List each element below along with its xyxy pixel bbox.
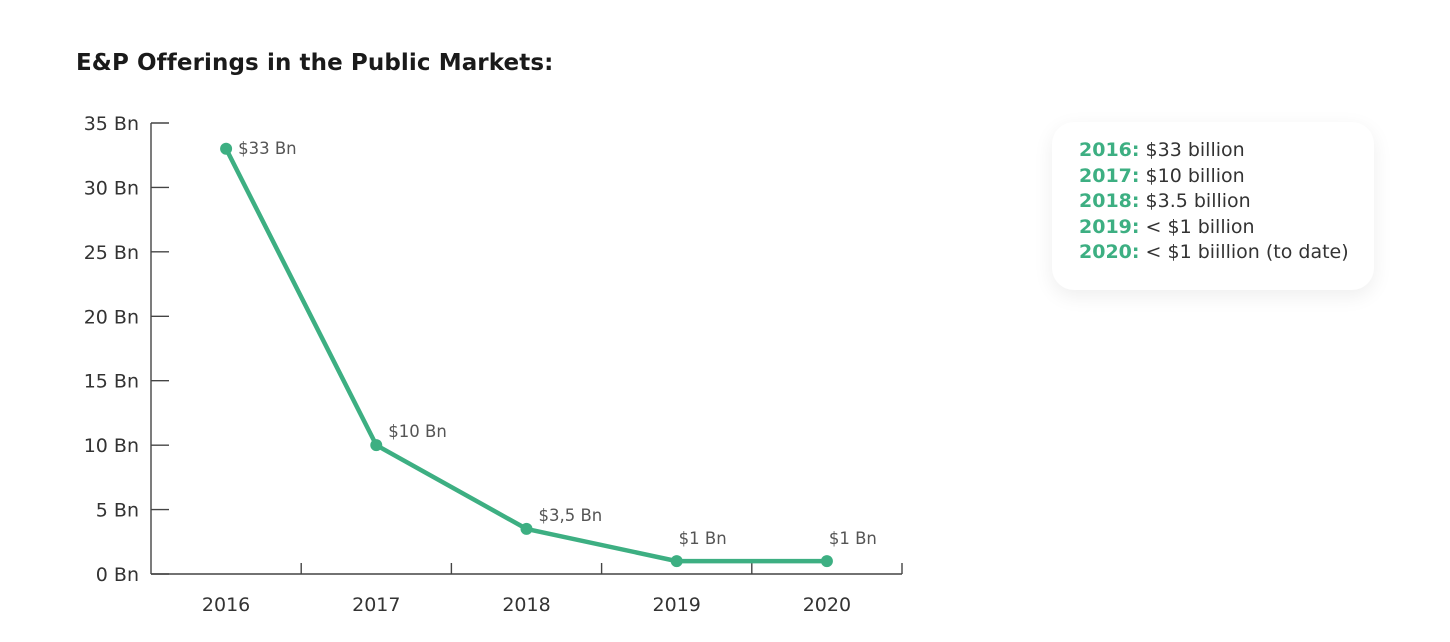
data-point (670, 555, 683, 568)
y-tick-label: 10 Bn (84, 435, 139, 457)
data-label: $1 Bn (829, 529, 877, 548)
legend-year: 2017: (1079, 164, 1140, 187)
data-point (220, 142, 233, 155)
legend-item-2018: 2018: $3.5 billion (1079, 189, 1349, 215)
series-line (223, 146, 830, 564)
legend-year: 2020: (1079, 241, 1140, 263)
data-label: $1 Bn (679, 529, 727, 548)
legend-item-2019: 2019: < $1 billion (1079, 215, 1349, 241)
y-tick-label: 5 Bn (96, 500, 139, 522)
legend-list: 2016: $33 billion 2017: $10 billion 2018… (1079, 138, 1349, 266)
data-label: $3,5 Bn (539, 506, 603, 525)
legend-value: $10 billion (1139, 164, 1245, 187)
y-tick-label: 15 Bn (84, 371, 139, 393)
legend-value: $33 billion (1139, 139, 1245, 161)
data-point (370, 439, 383, 452)
chart-title: E&P Offerings in the Public Markets: (76, 50, 554, 76)
data-label: $33 Bn (238, 139, 297, 158)
y-tick-label: 30 Bn (84, 177, 139, 199)
y-tick-label: 20 Bn (84, 306, 139, 328)
data-label: $10 Bn (388, 422, 447, 441)
y-tick-label: 0 Bn (96, 564, 139, 586)
x-tick-label: 2020 (803, 594, 851, 616)
legend-value: < $1 biillion (to date) (1139, 241, 1349, 263)
x-tick-label: 2016 (202, 594, 250, 616)
y-tick-label: 35 Bn (84, 113, 139, 135)
legend-item-2016: 2016: $33 billion (1079, 138, 1349, 164)
x-tick-label: 2017 (352, 594, 400, 616)
legend-year: 2016: (1079, 139, 1140, 161)
data-point (520, 522, 533, 535)
legend-year: 2018: (1079, 190, 1140, 212)
data-point (820, 555, 833, 568)
legend-value: < $1 billion (1139, 215, 1255, 238)
legend-year: 2019: (1079, 215, 1140, 238)
legend-item-2020: 2020: < $1 biillion (to date) (1079, 240, 1349, 266)
legend-item-2017: 2017: $10 billion (1079, 164, 1349, 190)
x-tick-label: 2019 (653, 594, 701, 616)
x-tick-label: 2018 (502, 594, 550, 616)
legend-value: $3.5 billion (1139, 190, 1251, 212)
y-tick-label: 25 Bn (84, 242, 139, 264)
legend-card (1052, 122, 1374, 290)
